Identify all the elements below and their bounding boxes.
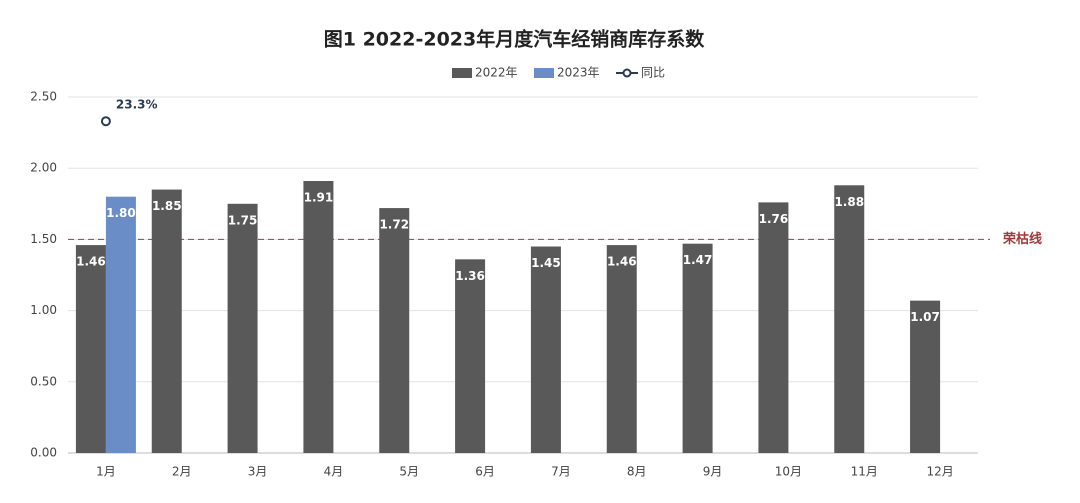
x-tick-label: 4月 (324, 465, 344, 479)
x-tick-label: 8月 (627, 465, 647, 479)
x-tick-label: 9月 (703, 465, 723, 479)
data-label: 1.07 (910, 310, 940, 324)
x-tick-label: 1月 (96, 465, 116, 479)
legend-label: 同比 (641, 66, 665, 80)
bar (105, 196, 136, 453)
bar (379, 208, 410, 453)
data-label: 1.91 (304, 191, 334, 205)
data-label: 1.36 (455, 269, 485, 283)
bar (682, 243, 713, 453)
legend-swatch (622, 68, 632, 78)
data-label: 1.45 (531, 256, 561, 270)
x-tick-label: 2月 (172, 465, 192, 479)
y-tick-label: 0.00 (30, 446, 57, 460)
bar (75, 245, 106, 453)
x-tick-label: 7月 (551, 465, 571, 479)
bar (834, 185, 865, 453)
data-label: 1.88 (834, 195, 864, 209)
y-tick-label: 0.50 (30, 374, 57, 388)
x-tick-label: 3月 (248, 465, 268, 479)
y-tick-label: 2.00 (30, 161, 57, 175)
line-point (100, 116, 111, 127)
data-label: 23.3% (116, 98, 158, 112)
y-tick-label: 1.00 (30, 303, 57, 317)
bar (303, 181, 334, 454)
x-tick-label: 6月 (475, 465, 495, 479)
bar (910, 300, 941, 453)
data-label: 1.46 (607, 255, 637, 269)
legend-swatch (452, 68, 472, 78)
bar (151, 189, 182, 453)
data-label: 1.75 (228, 213, 258, 227)
bar (530, 246, 561, 453)
bar (606, 245, 637, 453)
legend-label: 2023年 (557, 66, 600, 80)
x-tick-label: 11月 (851, 465, 878, 479)
data-label: 1.76 (759, 212, 789, 226)
bar (758, 202, 789, 453)
data-label: 1.46 (76, 255, 106, 269)
x-tick-label: 5月 (399, 465, 419, 479)
x-tick-label: 10月 (775, 465, 802, 479)
bar (455, 259, 486, 453)
data-label: 1.72 (379, 218, 409, 232)
y-tick-label: 2.50 (30, 90, 57, 104)
y-tick-label: 1.50 (30, 232, 57, 246)
legend-label: 2022年 (475, 66, 518, 80)
data-label: 1.47 (683, 253, 713, 267)
chart-title: 图1 2022-2023年月度汽车经销商库存系数 (324, 28, 705, 51)
legend-swatch (534, 68, 554, 78)
reference-label: 荣枯线 (1002, 231, 1042, 247)
x-tick-label: 12月 (926, 465, 953, 479)
data-label: 1.80 (106, 206, 136, 220)
bar (227, 203, 258, 453)
data-label: 1.85 (152, 199, 182, 213)
